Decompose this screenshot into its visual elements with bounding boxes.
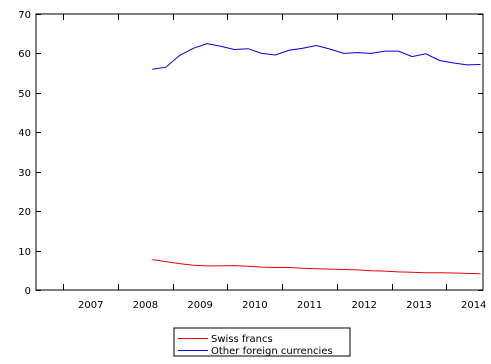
legend-label-swiss-francs: Swiss francs	[211, 334, 273, 345]
x-tick-label: 2008	[133, 300, 158, 311]
plot-area: 0 10 20 30 40 50 60 70 2007 2008 2009 2010 2011 2012…	[18, 10, 486, 311]
series-line-swiss-francs	[152, 259, 481, 275]
y-tick-label: 30	[18, 168, 31, 179]
series-lines	[152, 43, 481, 275]
x-tick-label: 2013	[406, 300, 431, 311]
plot-frame	[35, 13, 484, 291]
x-tick-label: 2009	[187, 300, 212, 311]
legend-box	[173, 327, 351, 357]
y-tick-label: 10	[18, 247, 31, 258]
legend-label-other-foreign-currencies: Other foreign currencies	[211, 346, 333, 357]
x-tick-label: 2011	[297, 300, 322, 311]
y-tick-label: 70	[18, 10, 31, 21]
y-tick-label: 0	[25, 286, 31, 297]
x-tick-label: 2010	[242, 300, 267, 311]
y-tick-label: 50	[18, 89, 31, 100]
y-tick-label: 60	[18, 49, 31, 60]
x-tick-label: 2014	[461, 300, 486, 311]
x-axis: 2007 2008 2009 2010 2011 2012 2013 2014	[63, 14, 486, 311]
x-tick-label: 2012	[352, 300, 377, 311]
y-axis: 0 10 20 30 40 50 60 70	[18, 10, 483, 297]
y-tick-label: 40	[18, 128, 31, 139]
legend: Swiss francs Other foreign currencies	[173, 327, 351, 357]
y-tick-label: 20	[18, 207, 31, 218]
x-tick-label: 2007	[78, 300, 103, 311]
series-line-other-foreign-currencies	[152, 43, 481, 70]
